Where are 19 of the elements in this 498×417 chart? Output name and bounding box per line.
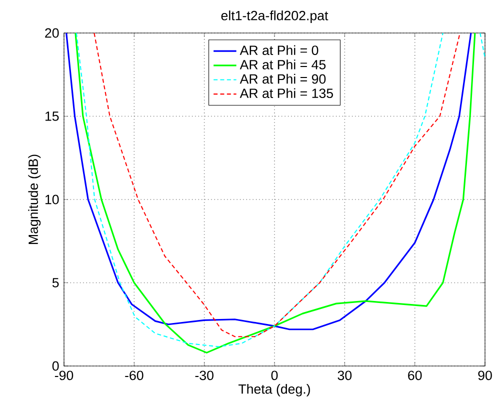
legend-label: AR at Phi = 45 bbox=[240, 60, 326, 70]
legend-label: AR at Phi = 90 bbox=[240, 74, 326, 84]
x-tick-label: -90 bbox=[54, 370, 74, 380]
y-tick-label: 0 bbox=[52, 361, 59, 371]
y-axis-title: Magnitude (dB) bbox=[28, 154, 41, 244]
y-tick-label: 20 bbox=[45, 28, 59, 38]
legend-label: AR at Phi = 0 bbox=[240, 45, 318, 56]
x-tick-label: 0 bbox=[271, 370, 278, 380]
x-tick-label: 90 bbox=[478, 370, 492, 380]
y-tick-label: 5 bbox=[52, 278, 59, 288]
y-tick-label: 15 bbox=[45, 112, 59, 121]
x-tick-label: -60 bbox=[125, 370, 144, 380]
x-tick-label: 60 bbox=[408, 370, 422, 380]
legend-label: AR at Phi = 135 bbox=[240, 88, 333, 98]
x-axis-title: Theta (deg.) bbox=[238, 384, 310, 396]
x-tick-label: -30 bbox=[195, 370, 214, 380]
x-tick-label: 30 bbox=[338, 370, 352, 380]
y-tick-label: 10 bbox=[45, 194, 59, 204]
chart-title: elt1-t2a-fld202.pat bbox=[221, 10, 328, 23]
